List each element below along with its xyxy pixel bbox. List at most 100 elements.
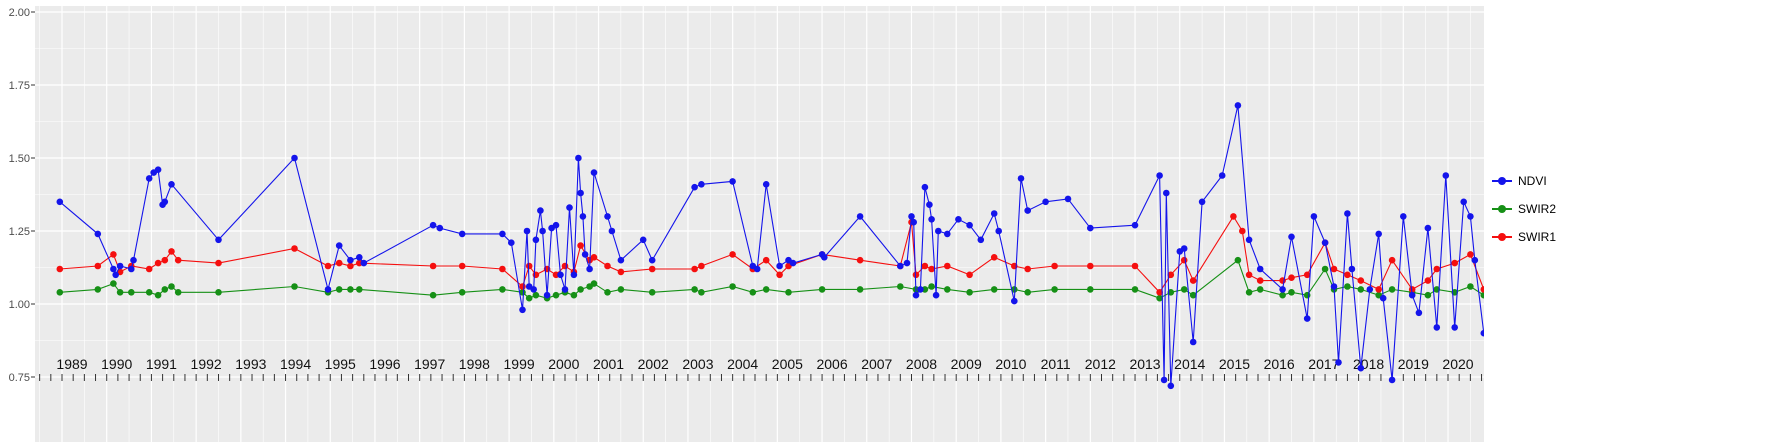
data-point-ndvi <box>955 216 962 223</box>
data-point-swir1 <box>1167 271 1175 279</box>
data-point-ndvi <box>1330 283 1338 290</box>
data-point-swir2 <box>128 289 135 296</box>
data-point-ndvi <box>789 259 797 267</box>
data-point-ndvi <box>1017 175 1025 182</box>
data-point-ndvi <box>1415 309 1423 317</box>
data-point-ndvi <box>145 175 153 182</box>
legend-label: SWIR2 <box>1518 202 1557 216</box>
data-point-ndvi <box>1366 286 1374 293</box>
data-point-swir1 <box>856 256 864 264</box>
data-point-ndvi <box>128 265 135 273</box>
data-point-swir1 <box>966 271 973 279</box>
data-point-swir1 <box>1388 256 1396 264</box>
data-point-swir2 <box>1245 289 1253 296</box>
data-point-ndvi <box>1433 324 1441 331</box>
data-point-swir2 <box>1131 286 1139 293</box>
data-point-swir1 <box>776 271 783 279</box>
data-point-ndvi <box>608 227 616 235</box>
data-point-ndvi <box>161 198 169 206</box>
data-point-swir2 <box>749 289 757 296</box>
data-point-swir1 <box>161 256 169 264</box>
data-point-swir2 <box>94 286 102 293</box>
data-point-swir2 <box>1024 289 1031 296</box>
data-point-ndvi <box>1163 189 1170 197</box>
data-point-swir1 <box>590 253 598 261</box>
data-point-swir2 <box>519 289 526 296</box>
data-point-swir2 <box>698 289 705 296</box>
data-point-ndvi <box>1024 207 1031 214</box>
data-point-ndvi <box>698 181 705 188</box>
data-point-ndvi <box>1310 213 1318 220</box>
data-point-ndvi <box>291 154 298 162</box>
data-point-swir1 <box>324 262 332 270</box>
x-tick-label: 2020 <box>1442 356 1473 372</box>
data-point-swir1 <box>691 265 698 273</box>
data-point-swir2 <box>1480 291 1484 299</box>
y-tick-label: 2.00 <box>9 7 30 19</box>
data-point-swir2 <box>928 283 935 290</box>
data-point-ndvi <box>762 181 770 188</box>
y-tick-label: 0.75 <box>9 372 30 384</box>
data-point-swir2 <box>1467 283 1474 290</box>
data-point-swir1 <box>335 259 343 267</box>
legend-item-ndvi: NDVI <box>1492 172 1556 190</box>
data-point-swir2 <box>347 286 354 293</box>
data-point-ndvi <box>639 236 647 244</box>
data-point-swir2 <box>1279 291 1286 299</box>
x-tick-label: 2017 <box>1308 356 1339 372</box>
data-point-swir1 <box>1156 289 1163 296</box>
legend-label: NDVI <box>1518 174 1547 188</box>
data-point-ndvi <box>586 265 593 273</box>
data-point-swir2 <box>577 286 584 293</box>
data-point-swir2 <box>762 286 770 293</box>
data-point-swir1 <box>532 271 540 279</box>
data-point-ndvi <box>499 230 506 238</box>
x-tick-label: 1998 <box>459 356 490 372</box>
x-tick-label: 1990 <box>101 356 132 372</box>
legend-item-swir1: SWIR1 <box>1492 228 1556 246</box>
data-point-ndvi <box>543 291 551 299</box>
data-point-ndvi <box>1198 198 1206 206</box>
data-point-swir2 <box>161 286 169 293</box>
data-point-ndvi <box>1156 172 1163 179</box>
data-point-ndvi <box>910 218 917 226</box>
data-point-ndvi <box>458 230 466 238</box>
data-point-swir1 <box>648 265 656 273</box>
data-point-swir1 <box>1330 265 1338 273</box>
data-point-ndvi <box>566 204 573 211</box>
data-point-swir2 <box>1180 286 1188 293</box>
data-point-swir1 <box>1087 262 1094 270</box>
x-tick-label: 2014 <box>1174 356 1205 372</box>
data-point-ndvi <box>1388 376 1396 384</box>
data-point-swir2 <box>56 289 64 296</box>
data-point-swir1 <box>617 268 625 276</box>
data-point-ndvi <box>776 262 783 270</box>
data-point-ndvi <box>577 189 584 197</box>
data-point-ndvi <box>429 221 437 229</box>
legend-item-swir2: SWIR2 <box>1492 200 1556 218</box>
data-point-swir1 <box>174 256 182 264</box>
x-tick-label: 1999 <box>504 356 535 372</box>
data-point-swir2 <box>1288 289 1295 296</box>
data-point-ndvi <box>928 216 935 223</box>
data-point-swir2 <box>429 291 437 299</box>
data-point-ndvi <box>1321 239 1329 246</box>
data-point-swir1 <box>56 265 64 273</box>
y-axis-labels: 0.75 1.00 1.25 1.50 1.75 2.00 <box>9 7 35 384</box>
y-tick-label: 1.50 <box>9 153 30 165</box>
data-point-ndvi <box>995 227 1002 235</box>
data-point-swir1 <box>458 262 466 270</box>
data-point-swir2 <box>174 289 182 296</box>
data-point-ndvi <box>1451 324 1458 331</box>
data-point-ndvi <box>1042 198 1049 206</box>
data-point-swir2 <box>1234 256 1242 264</box>
data-point-swir2 <box>1388 286 1396 293</box>
data-point-swir2 <box>990 286 998 293</box>
data-point-ndvi <box>56 198 64 206</box>
data-point-swir1 <box>1245 271 1253 279</box>
data-point-ndvi <box>729 178 736 185</box>
x-tick-label: 2002 <box>638 356 669 372</box>
data-point-ndvi <box>579 213 587 220</box>
data-point-swir1 <box>291 245 298 252</box>
data-point-swir1 <box>561 262 569 270</box>
